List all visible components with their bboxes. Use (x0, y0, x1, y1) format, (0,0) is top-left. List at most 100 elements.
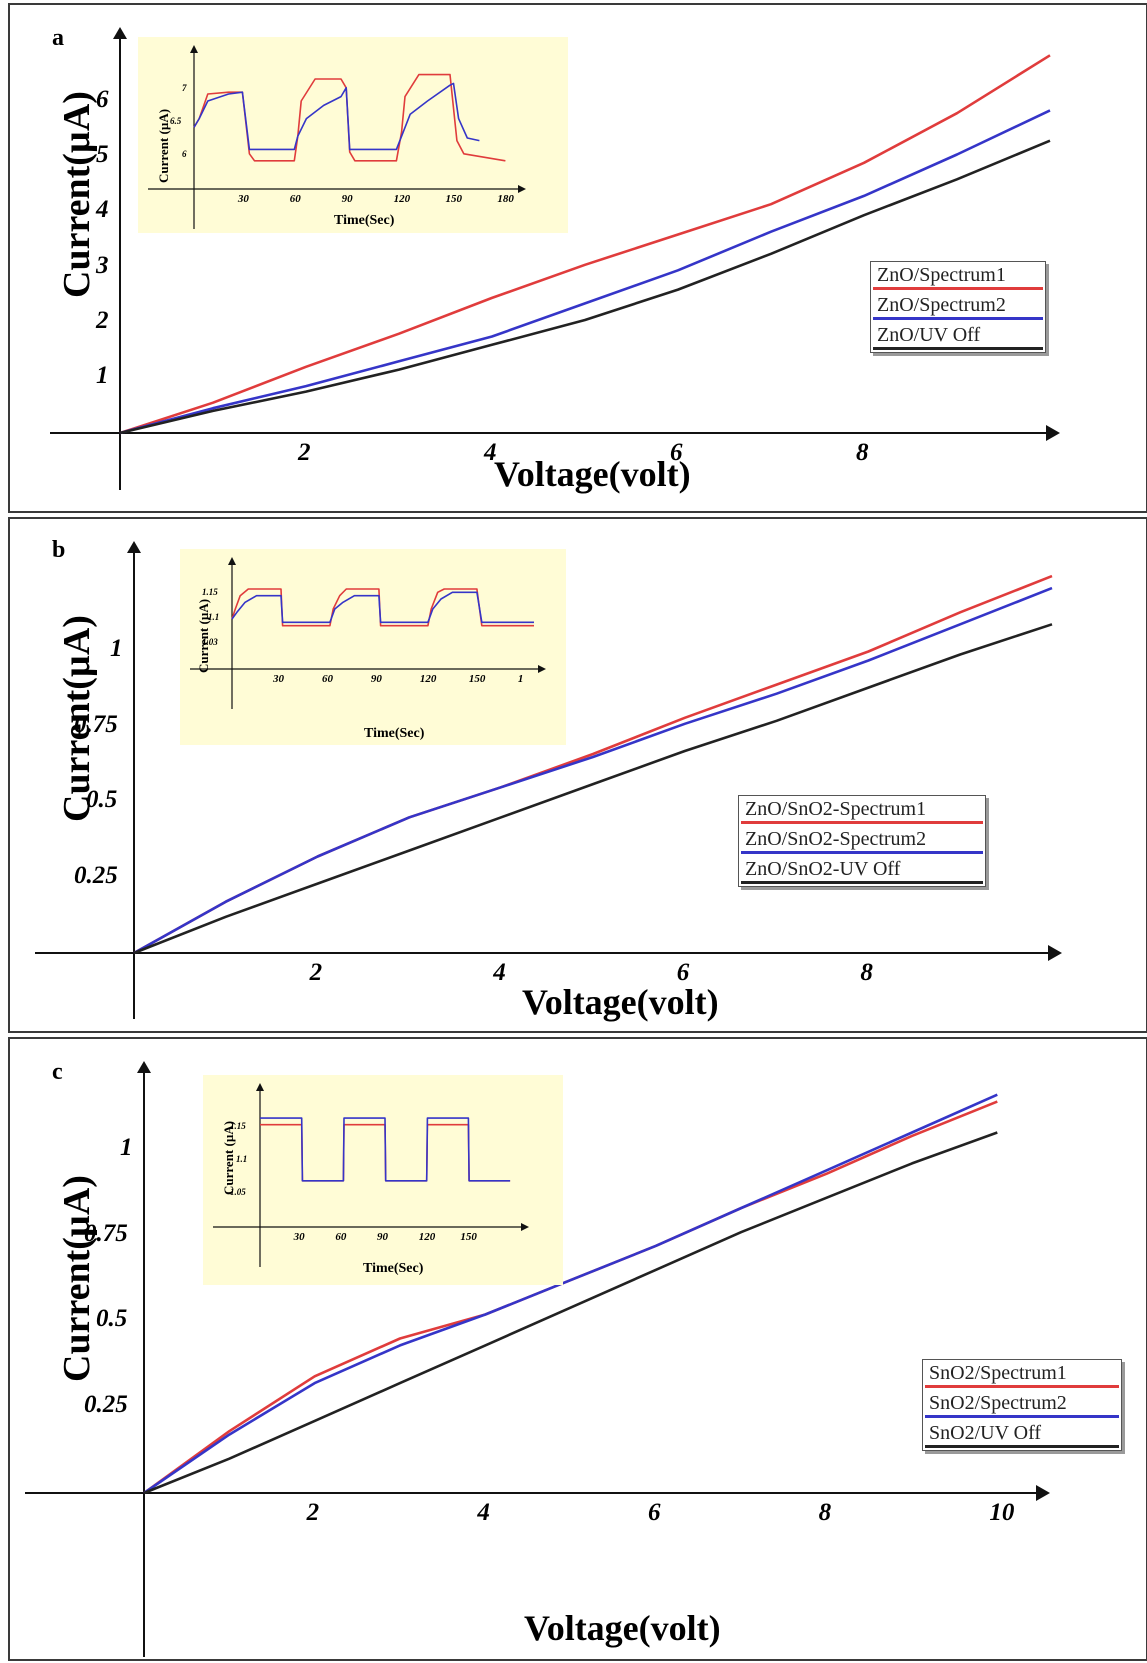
y-tick-label: 3 (96, 251, 109, 279)
inset-x-tick-label: 90 (341, 193, 353, 205)
x-axis-label: Voltage(volt) (522, 982, 719, 1022)
inset-x-tick-label: 180 (497, 193, 514, 205)
main-plot-a (50, 27, 1060, 490)
y-tick-label: 1 (96, 361, 109, 389)
x-tick-label: 4 (484, 439, 497, 466)
inset-x-tick-label: 90 (370, 673, 382, 685)
y-tick-label: 5 (96, 141, 109, 169)
inset-y-tick-label: 1.03 (202, 637, 218, 647)
inset-x-tick-label: 150 (468, 673, 486, 685)
legend-entry: SnO2/Spectrum1 (923, 1360, 1121, 1388)
inset-x-tick-label: 90 (377, 1231, 389, 1243)
legend-label: ZnO/Spectrum2 (877, 294, 1006, 316)
y-axis-arrow (137, 1061, 151, 1073)
series-line (133, 623, 1053, 955)
y-axis-label: Current(µA) (56, 91, 98, 298)
panel-label: a (52, 25, 64, 51)
inset-series-line (193, 82, 480, 151)
chart-panel-a: a Current(µA) Voltage(volt) Current (µA)… (8, 3, 1147, 513)
x-tick-label: 6 (670, 439, 683, 466)
series-line (133, 586, 1053, 955)
legend-swatch (925, 1415, 1119, 1418)
legend-entry: ZnO/SnO2-UV Off (739, 856, 985, 884)
legend-c: SnO2/Spectrum1 SnO2/Spectrum2 SnO2/UV Off (922, 1359, 1122, 1451)
inset-series-line (231, 588, 534, 627)
inset-x-tick-label: 120 (418, 1231, 436, 1243)
x-tick-label: 8 (818, 1499, 832, 1526)
legend-swatch (873, 347, 1043, 350)
inset-x-tick-label: 120 (419, 673, 437, 685)
legend-swatch (925, 1385, 1119, 1388)
x-axis-label: Voltage(volt) (494, 454, 691, 494)
inset-y-arrow (256, 1083, 264, 1091)
legend-swatch (873, 287, 1043, 290)
legend-entry: SnO2/Spectrum2 (923, 1390, 1121, 1418)
x-tick-label: 2 (298, 439, 311, 466)
inset-y-tick-label: 1.15 (230, 1121, 246, 1131)
series-line (143, 1131, 998, 1495)
inset-plot-c: Current (µA) Time(Sec) 30 60 90 120 150 1.05 1… (203, 1075, 563, 1285)
x-tick-label: 6 (648, 1499, 661, 1526)
y-tick-label: 4 (96, 196, 109, 224)
x-tick-label: 6 (676, 959, 690, 986)
legend-label: SnO2/Spectrum2 (929, 1392, 1067, 1414)
inset-x-arrow (518, 185, 526, 193)
inset-x-tick-label: 60 (335, 1231, 347, 1243)
legend-swatch (873, 317, 1043, 320)
legend-label: ZnO/SnO2-Spectrum2 (745, 828, 927, 850)
x-axis-arrow (1048, 945, 1062, 961)
x-tick-label: 4 (493, 959, 506, 986)
inset-x-axis-label: Time(Sec) (334, 213, 395, 228)
inset-y-tick-label: 6 (182, 149, 187, 159)
main-plot-b (35, 541, 1062, 1019)
series-line (119, 54, 1051, 435)
inset-series-line (260, 1117, 511, 1182)
legend-label: SnO2/Spectrum1 (929, 1362, 1067, 1384)
inset-x-tick-label: 30 (237, 193, 249, 205)
chart-panel-c: c Current(µA) Voltage(volt) Current (µA)… (8, 1037, 1147, 1661)
legend-b: ZnO/SnO2-Spectrum1 ZnO/SnO2-Spectrum2 ZnO/… (738, 795, 986, 887)
legend-entry: ZnO/Spectrum2 (871, 292, 1045, 320)
y-tick-label: 0.25 (74, 861, 118, 889)
y-tick-label: 0.5 (86, 786, 118, 814)
inset-x-tick-label: 120 (393, 193, 411, 205)
legend-swatch (741, 881, 983, 884)
inset-x-tick-label: 30 (272, 673, 284, 685)
y-tick-label: 6 (96, 86, 109, 114)
y-tick-label: 0.75 (74, 710, 118, 738)
panel-label: c (52, 1059, 63, 1085)
y-tick-label: 0.25 (84, 1391, 128, 1419)
panel-label: b (52, 537, 66, 563)
x-tick-label: 8 (860, 959, 873, 986)
legend-swatch (925, 1445, 1119, 1448)
legend-swatch (741, 821, 983, 824)
x-tick-label: 2 (309, 959, 323, 986)
inset-y-tick-label: 1.15 (202, 587, 218, 597)
y-axis-arrow (127, 541, 141, 553)
x-tick-label: 4 (477, 1499, 490, 1526)
legend-label: ZnO/SnO2-Spectrum1 (745, 798, 927, 820)
x-axis-arrow (1046, 425, 1060, 441)
x-tick-label: 2 (306, 1499, 320, 1526)
inset-y-axis-label: Current (µA) (156, 108, 171, 183)
legend-swatch (741, 851, 983, 854)
y-axis-arrow (113, 27, 127, 39)
inset-plot-a: Current (µA) Time(Sec) 30 60 90 120 150 180 6 6… (138, 37, 568, 233)
y-tick-label: 1 (120, 1133, 133, 1161)
y-tick-label: 0.75 (84, 1219, 128, 1247)
x-tick-label: 8 (856, 439, 869, 466)
series-line (119, 109, 1051, 435)
legend-label: ZnO/Spectrum1 (877, 264, 1006, 286)
inset-x-arrow (521, 1223, 529, 1231)
legend-entry: ZnO/SnO2-Spectrum1 (739, 796, 985, 824)
legend-entry: SnO2/UV Off (923, 1420, 1121, 1448)
inset-y-tick-label: 7 (182, 83, 187, 93)
inset-x-tick-label: 150 (445, 193, 462, 205)
inset-x-tick-label: 60 (289, 193, 301, 205)
x-tick-label: 10 (989, 1499, 1015, 1526)
main-plot-c (25, 1061, 1050, 1657)
inset-x-arrow (538, 665, 546, 673)
y-tick-label: 1 (110, 635, 123, 663)
inset-x-tick-label: 30 (293, 1231, 305, 1243)
inset-y-tick-label: 1.1 (208, 612, 220, 622)
